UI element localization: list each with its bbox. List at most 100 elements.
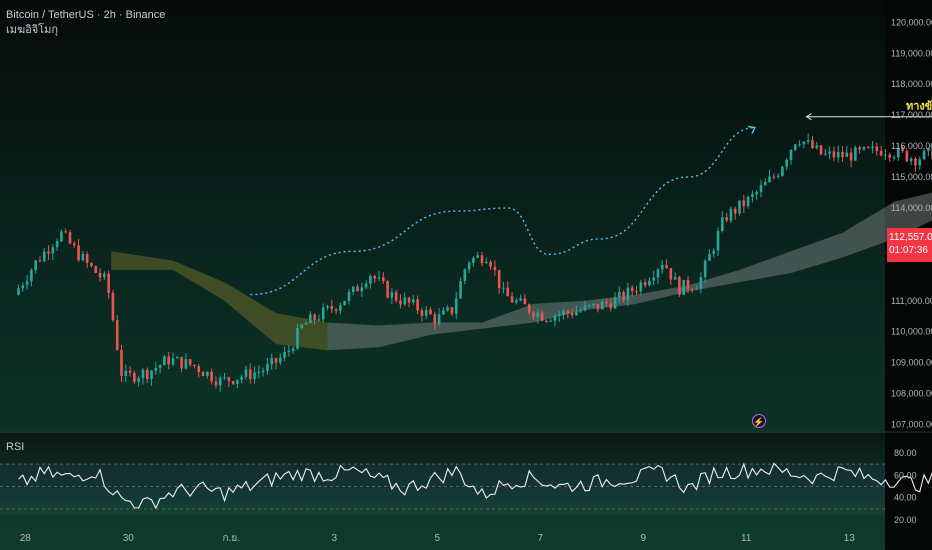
- candle-body: [605, 301, 608, 304]
- candle-body: [781, 166, 784, 176]
- cloud-segment: [894, 192, 932, 239]
- candle-body: [351, 286, 355, 293]
- candle-body: [643, 282, 647, 286]
- rsi-label[interactable]: RSI: [6, 441, 25, 453]
- candle-body: [489, 261, 492, 267]
- candle-body: [42, 251, 46, 262]
- candle-body: [197, 365, 201, 373]
- candle-body: [472, 257, 475, 263]
- candle-body: [248, 369, 252, 380]
- last-price-badge: 112,557.05 01:07:36: [887, 228, 932, 262]
- candle-body: [171, 358, 175, 365]
- time-tick-label: 5: [434, 533, 440, 544]
- candle-body: [609, 303, 613, 309]
- candle-body: [120, 349, 123, 376]
- candle-body: [240, 376, 243, 380]
- price-tick-label: 111,000.00: [891, 296, 932, 306]
- candle-body: [72, 243, 76, 246]
- candle-body: [412, 299, 415, 303]
- candle-body: [828, 151, 831, 154]
- candle-body: [862, 146, 866, 150]
- candle-body: [884, 154, 887, 156]
- candle-body: [896, 147, 900, 158]
- candle-body: [236, 379, 239, 384]
- candle-body: [141, 369, 145, 379]
- candle-body: [832, 151, 836, 158]
- last-price: 112,557.05: [889, 232, 932, 243]
- lightning-icon[interactable]: ⚡: [752, 414, 766, 428]
- candle-body: [532, 312, 535, 318]
- cloud-segment: [636, 285, 688, 304]
- candle-body: [201, 372, 205, 376]
- candle-body: [866, 146, 870, 148]
- candle-body: [369, 276, 372, 284]
- range-label: ทางข้าง: [906, 100, 932, 113]
- candle-body: [193, 364, 196, 366]
- rsi-tick-label: 20.00: [894, 515, 917, 525]
- candle-body: [244, 369, 248, 377]
- candle-body: [618, 292, 621, 298]
- range-arrow-left: [805, 113, 812, 121]
- candle-body: [630, 287, 634, 292]
- candle-body: [390, 292, 394, 298]
- candle-body: [922, 150, 926, 160]
- candle-body: [133, 372, 136, 382]
- candle-body: [463, 269, 467, 281]
- candle-body: [334, 309, 338, 311]
- candle-body: [836, 151, 840, 158]
- candle-body: [278, 357, 282, 363]
- candle-body: [90, 263, 93, 267]
- candle-body: [669, 268, 673, 280]
- candle-body: [107, 273, 110, 293]
- price-tick-label: 118,000.00: [891, 79, 932, 89]
- candle-body: [721, 217, 724, 231]
- candle-body: [583, 305, 587, 311]
- candle-body: [600, 301, 604, 310]
- price-tick-label: 120,000.00: [891, 17, 932, 27]
- candle-body: [51, 247, 55, 254]
- candle-body: [596, 303, 600, 310]
- cloud-segment: [379, 322, 431, 348]
- candle-body: [510, 296, 514, 303]
- candle-body: [909, 158, 913, 162]
- candle-body: [223, 377, 226, 379]
- candle-body: [914, 158, 917, 166]
- candle-body: [725, 217, 728, 221]
- rsi-tick-label: 40.00: [894, 493, 917, 503]
- candle-body: [759, 185, 763, 193]
- candle-body: [399, 300, 402, 305]
- candle-body: [257, 371, 261, 373]
- dotted-path-arrowhead: [747, 125, 757, 134]
- candle-body: [454, 298, 458, 314]
- candle-body: [261, 371, 265, 373]
- candle-body: [450, 307, 454, 314]
- indicator-title[interactable]: เมฆอิจิโมกุ: [6, 24, 59, 36]
- candle-body: [480, 255, 484, 264]
- candle-body: [25, 281, 29, 286]
- candle-body: [888, 154, 892, 158]
- candle-body: [562, 311, 565, 315]
- candle-body: [17, 288, 20, 295]
- candle-body: [652, 277, 655, 281]
- cloud-segment: [430, 322, 482, 335]
- candle-body: [437, 314, 441, 324]
- candle-body: [536, 312, 540, 318]
- time-tick-label: 7: [537, 533, 543, 544]
- cloud-segment: [842, 201, 894, 258]
- candle-body: [364, 283, 368, 288]
- candle-body: [163, 356, 166, 366]
- cloud-segment: [327, 322, 379, 351]
- candle-body: [815, 145, 819, 148]
- candle-body: [360, 287, 364, 292]
- candle-body: [210, 371, 213, 382]
- cloud-segment: [173, 260, 225, 301]
- symbol-title[interactable]: Bitcoin / TetherUS · 2h · Binance: [6, 9, 166, 21]
- candle-body: [592, 303, 595, 306]
- price-tick-label: 109,000.00: [891, 358, 932, 368]
- cloud-segment: [739, 251, 791, 283]
- candle-body: [587, 305, 591, 307]
- candle-body: [798, 144, 801, 146]
- candle-body: [214, 381, 218, 386]
